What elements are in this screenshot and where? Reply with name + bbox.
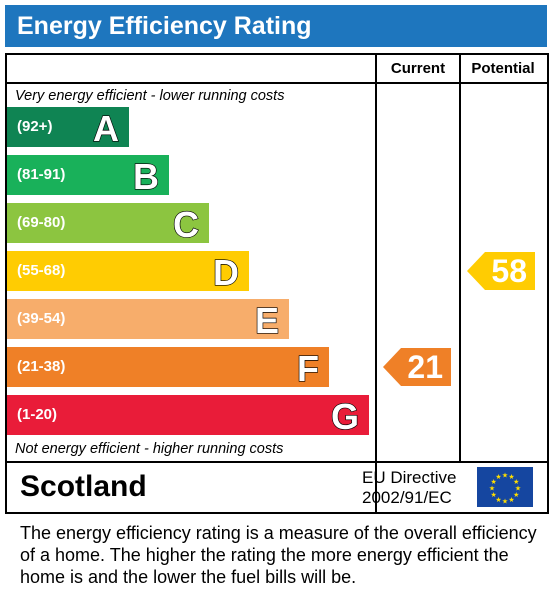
band-a: (92+) A: [7, 107, 129, 150]
svg-text:★: ★: [513, 478, 519, 486]
band-range-label: (92+): [17, 118, 53, 135]
eu-flag-icon: ★ ★ ★ ★ ★ ★ ★ ★ ★ ★ ★ ★: [477, 467, 533, 507]
band-letter-label: D: [212, 251, 239, 293]
current-rating-arrow-value: 21: [407, 349, 443, 385]
top-note: Very energy efficient - lower running co…: [15, 88, 285, 104]
band-letter-label: A: [92, 107, 119, 149]
band-d: (55-68) D: [7, 251, 249, 294]
chart-title: Energy Efficiency Rating: [17, 12, 312, 40]
band-g: (1-20) G: [7, 395, 369, 438]
band-e: (39-54) E: [7, 299, 289, 342]
band-letter-label: E: [254, 299, 279, 341]
directive-line-2: 2002/91/EC: [362, 488, 452, 507]
band-range-label: (81-91): [17, 166, 66, 183]
band-letter-label: F: [296, 347, 319, 389]
band-letter-label: C: [172, 203, 199, 245]
rating-frame: [5, 53, 549, 514]
footer-divider: [5, 461, 549, 463]
svg-text:★: ★: [508, 473, 514, 481]
svg-text:★: ★: [495, 496, 501, 504]
band-range-label: (39-54): [17, 310, 66, 327]
svg-text:★: ★: [489, 485, 495, 493]
header-divider: [5, 82, 549, 84]
svg-text:★: ★: [502, 472, 508, 480]
region-label: Scotland: [20, 470, 147, 503]
band-range-label: (1-20): [17, 406, 58, 423]
current-rating-arrow: 21: [383, 348, 451, 386]
current-column-header: Current: [390, 60, 446, 77]
band-range-label: (55-68): [17, 262, 66, 279]
bottom-note: Not energy efficient - higher running co…: [15, 441, 284, 457]
potential-rating-arrow: 58: [467, 252, 535, 290]
svg-text:★: ★: [502, 498, 508, 506]
band-letter-label: B: [132, 155, 159, 197]
potential-column-header: Potential: [471, 60, 535, 77]
title-bar: Energy Efficiency Rating: [5, 5, 547, 47]
svg-text:★: ★: [515, 485, 521, 493]
band-c: (69-80) C: [7, 203, 209, 246]
svg-text:★: ★: [513, 491, 519, 499]
directive-line-1: EU Directive: [362, 468, 457, 487]
potential-column-divider: [459, 53, 461, 463]
potential-rating-arrow-value: 58: [491, 253, 527, 289]
svg-text:★: ★: [495, 473, 501, 481]
svg-text:★: ★: [491, 478, 497, 486]
svg-text:★: ★: [491, 491, 497, 499]
caption-text: The energy efficiency rating is a measur…: [20, 523, 537, 587]
eu-directive: EU Directive 2002/91/EC: [362, 468, 456, 508]
band-range-label: (69-80): [17, 214, 66, 231]
svg-text:★: ★: [508, 496, 514, 504]
band-range-label: (21-38): [17, 358, 66, 375]
band-f: (21-38) F: [7, 347, 329, 390]
band-b: (81-91) B: [7, 155, 169, 198]
band-letter-label: G: [330, 395, 359, 437]
current-column-divider: [375, 53, 377, 514]
